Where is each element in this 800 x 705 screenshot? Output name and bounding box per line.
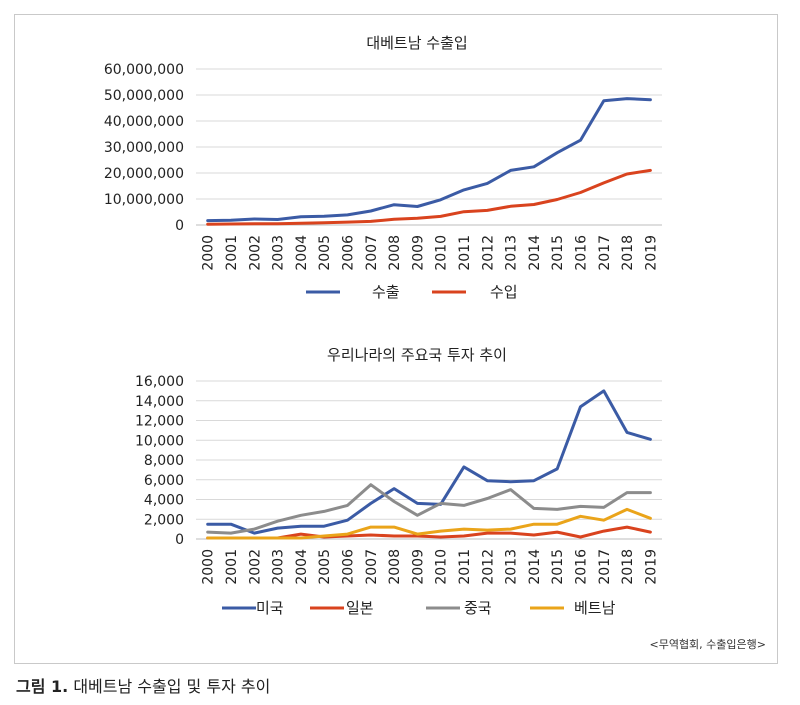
chart2-title: 우리나라의 주요국 투자 추이 xyxy=(327,346,507,364)
chart2-series-line-중국 xyxy=(206,483,652,535)
chart2-ytick-label: 10,000 xyxy=(135,433,184,449)
chart2-ytick-label: 16,000 xyxy=(135,374,184,390)
chart2-xtick-label: 2006 xyxy=(340,549,356,585)
chart2-legend-label: 중국 xyxy=(464,599,492,617)
chart1-xtick-label: 2006 xyxy=(340,235,356,271)
chart1-xtick-label: 2002 xyxy=(247,235,263,271)
chart2-xtick-label: 2012 xyxy=(480,549,496,585)
chart2-xtick-label: 2001 xyxy=(224,549,240,585)
chart2-xtick-label: 2002 xyxy=(247,549,263,585)
chart2-xtick-label: 2019 xyxy=(643,549,659,585)
chart1-xtick-label: 2017 xyxy=(597,235,613,271)
chart1-title: 대베트남 수출입 xyxy=(366,34,467,52)
chart2-legend-label: 일본 xyxy=(346,599,374,617)
chart2-xtick-label: 2010 xyxy=(434,549,450,585)
chart1-ytick-label: 50,000,000 xyxy=(104,88,184,104)
chart2-ytick-label: 6,000 xyxy=(144,473,184,489)
chart1-xtick-label: 2003 xyxy=(271,235,287,271)
chart2-series-line-미국 xyxy=(206,389,652,535)
chart2-ytick-label: 0 xyxy=(175,532,184,548)
chart2-xtick-label: 2014 xyxy=(527,549,543,585)
chart1-xtick-label: 2016 xyxy=(573,235,589,271)
chart2-xtick-label: 2005 xyxy=(317,549,333,585)
chart1-xtick-label: 2008 xyxy=(387,235,403,271)
chart1-xtick-label: 2013 xyxy=(504,235,520,271)
chart1-ytick-label: 60,000,000 xyxy=(104,62,184,78)
caption-label: 그림 1. xyxy=(16,677,69,696)
chart2-xtick-label: 2008 xyxy=(387,549,403,585)
chart2-xtick-label: 2018 xyxy=(620,549,636,585)
chart1-ytick-label: 10,000,000 xyxy=(104,192,184,208)
source-note: <무역협회, 수출입은행> xyxy=(649,638,766,651)
chart2-xtick-label: 2003 xyxy=(271,549,287,585)
chart2-ytick-label: 8,000 xyxy=(144,453,184,469)
caption-text: 대베트남 수출입 및 투자 추이 xyxy=(73,677,271,696)
chart1-series-line-수출 xyxy=(206,97,652,223)
chart1-xtick-label: 2009 xyxy=(410,235,426,271)
chart2-xtick-label: 2004 xyxy=(294,549,310,585)
chart2-legend-label: 베트남 xyxy=(574,599,616,617)
chart2-ytick-label: 14,000 xyxy=(135,394,184,410)
figure-frame xyxy=(14,14,778,664)
chart2-ytick-label: 4,000 xyxy=(144,493,184,509)
chart1-xtick-label: 2018 xyxy=(620,235,636,271)
chart1-ytick-label: 20,000,000 xyxy=(104,166,184,182)
chart1-xtick-label: 2011 xyxy=(457,235,473,271)
chart1-xtick-label: 2005 xyxy=(317,235,333,271)
chart1-ytick-label: 0 xyxy=(175,218,184,234)
chart1-ytick-label: 40,000,000 xyxy=(104,114,184,130)
chart1-series-line-수입 xyxy=(206,168,652,226)
chart1-xtick-label: 2014 xyxy=(527,235,543,271)
chart1-xtick-label: 2015 xyxy=(550,235,566,271)
chart2-legend-label: 미국 xyxy=(256,599,284,617)
chart1-ytick-label: 30,000,000 xyxy=(104,140,184,156)
chart1-xtick-label: 2019 xyxy=(643,235,659,271)
chart2-xtick-label: 2009 xyxy=(410,549,426,585)
chart2-xtick-label: 2000 xyxy=(201,549,217,585)
chart2-xtick-label: 2015 xyxy=(550,549,566,585)
chart2-xtick-label: 2016 xyxy=(573,549,589,585)
chart2-ytick-label: 2,000 xyxy=(144,512,184,528)
chart2-xtick-label: 2007 xyxy=(364,549,380,585)
chart2-xtick-label: 2013 xyxy=(504,549,520,585)
chart2-series-line-베트남 xyxy=(206,507,652,540)
figure-caption: 그림 1. 대베트남 수출입 및 투자 추이 xyxy=(16,673,270,697)
chart1-xtick-label: 2010 xyxy=(434,235,450,271)
chart1-xtick-label: 2004 xyxy=(294,235,310,271)
chart2-ytick-label: 12,000 xyxy=(135,414,184,430)
chart1-xtick-label: 2001 xyxy=(224,235,240,271)
chart1-legend-label: 수입 xyxy=(490,283,518,301)
chart1-xtick-label: 2007 xyxy=(364,235,380,271)
chart2-xtick-label: 2017 xyxy=(597,549,613,585)
chart1-xtick-label: 2000 xyxy=(201,235,217,271)
chart2-xtick-label: 2011 xyxy=(457,549,473,585)
chart1-xtick-label: 2012 xyxy=(480,235,496,271)
chart1-legend-label: 수출 xyxy=(372,283,400,301)
